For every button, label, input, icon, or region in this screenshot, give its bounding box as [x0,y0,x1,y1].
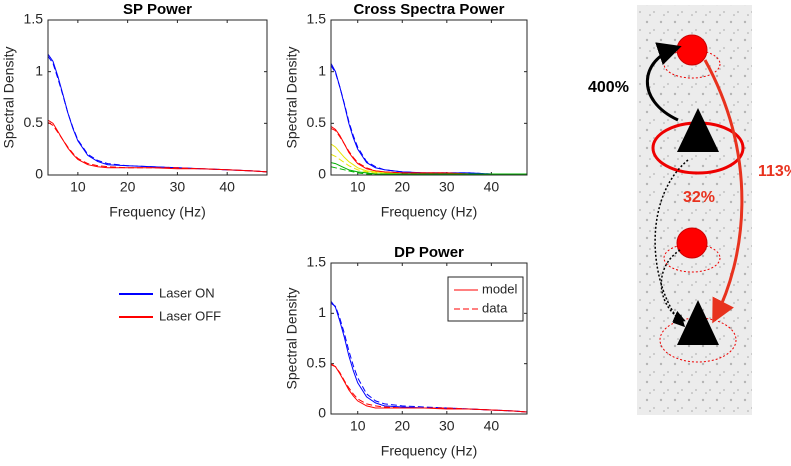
series-line [331,63,527,175]
chart-title: SP Power [123,1,192,18]
y-tick-label: 0 [35,166,43,182]
series-line [331,153,527,175]
axes-box [330,262,528,415]
x-tick-label: 40 [219,179,235,195]
chart-title: Cross Spectra Power [354,1,505,18]
legend-box [447,276,524,322]
arrow [703,59,744,324]
interneuron [676,34,708,66]
x-tick-label: 40 [484,418,500,434]
arrow [654,159,689,328]
y-axis-label: Spectral Density [1,47,17,149]
series-line [331,65,527,175]
axes-box [330,19,528,176]
x-axis-label: Frequency (Hz) [381,204,477,220]
chart: Cross Spectra Power Frequency (Hz) Spectra… [284,1,528,220]
x-tick-label: 10 [70,179,86,195]
plot-area [48,20,267,175]
y-tick-label: 0.5 [307,114,327,130]
chart-title: DP Power [394,244,464,261]
diagram-label: 400% [588,79,629,96]
cell-diagram: 400% 113% 32% [588,5,791,415]
y-tick-label: 0 [318,405,326,421]
y-axis-label: Spectral Density [284,288,300,390]
x-tick-label: 30 [439,179,455,195]
legend-label: Laser ON [159,285,215,300]
x-tick-label: 30 [439,418,455,434]
x-tick-label: 20 [394,179,410,195]
y-tick-label: 1.5 [24,11,44,27]
x-tick-label: 10 [350,179,366,195]
legend-label: model [482,281,518,296]
y-tick-label: 1 [35,62,43,78]
pyramidal [677,300,719,345]
series-line [48,55,267,173]
x-axis-label: Frequency (Hz) [381,443,477,459]
legend-label: data [482,300,508,315]
x-tick-label: 10 [350,418,366,434]
y-tick-label: 0.5 [307,354,327,370]
x-axis-label: Frequency (Hz) [109,204,205,220]
axes-box [47,19,268,176]
y-tick-label: 1 [318,62,326,78]
y-tick-label: 0 [318,166,326,182]
diagram-label: 113% [758,163,791,180]
y-tick-label: 1.5 [307,254,327,270]
diagram-label: 32% [683,189,715,206]
arrow [645,42,682,122]
series-line [331,166,527,175]
y-tick-label: 1 [318,304,326,320]
series-line [48,121,267,173]
x-tick-label: 20 [394,418,410,434]
pyramidal [677,108,719,152]
series-line [331,364,527,413]
plot-area [331,20,527,175]
y-tick-label: 0.5 [24,114,44,130]
y-tick-label: 1.5 [307,11,327,27]
tissue-image [637,5,752,415]
x-tick-label: 20 [120,179,136,195]
field [659,317,737,363]
x-tick-label: 40 [484,179,500,195]
y-axis-label: Spectral Density [284,47,300,149]
arrow [660,249,686,322]
interneuron [676,227,708,259]
x-tick-label: 30 [170,179,186,195]
legend-label: Laser OFF [159,308,221,323]
